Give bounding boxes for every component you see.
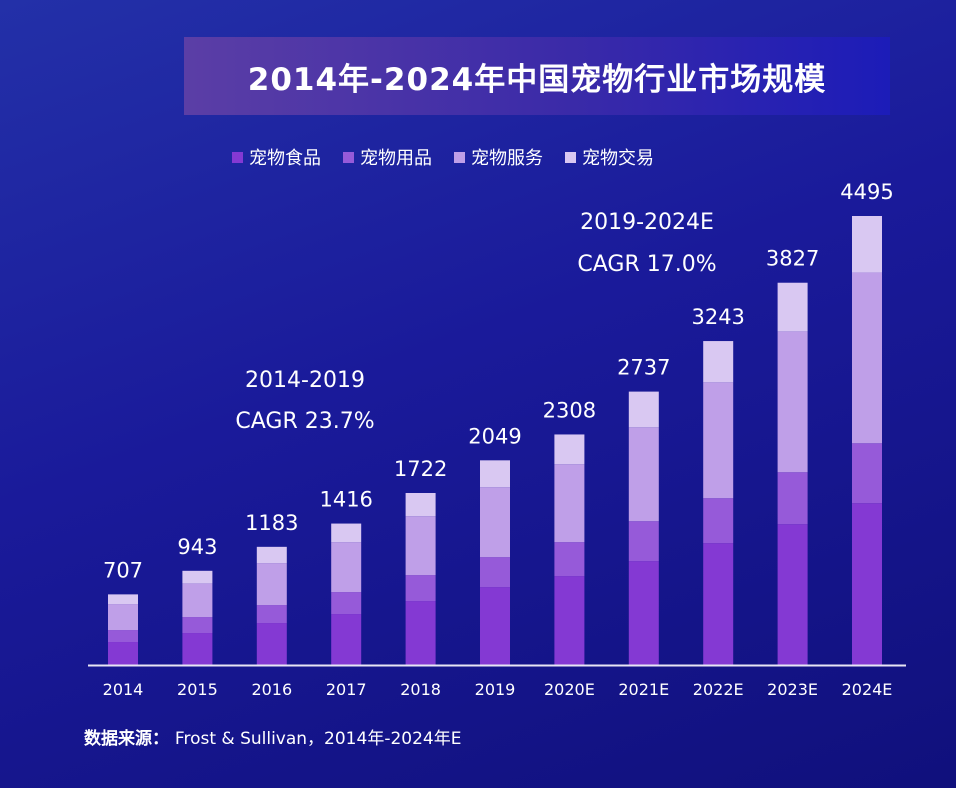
x-tick-label: 2020E [544, 680, 595, 699]
bar-segment-2 [480, 487, 510, 558]
bar-segment-0 [628, 561, 659, 665]
bar-segment-2 [331, 542, 362, 593]
bar-segment-1 [703, 498, 734, 544]
total-label: 943 [177, 535, 217, 559]
annotation-line: 2019-2024E [580, 210, 714, 235]
bar-segment-0 [480, 587, 510, 665]
total-label: 2308 [543, 398, 596, 422]
bar-segment-2 [405, 516, 436, 576]
bar-segment-0 [108, 642, 138, 665]
x-tick-label: 2022E [693, 680, 744, 699]
bar-segment-2 [777, 331, 808, 473]
x-tick-label: 2019 [475, 680, 516, 699]
source-note: 数据来源： Frost & Sullivan，2014年-2024年E [84, 724, 461, 749]
bar-segment-2 [628, 427, 659, 522]
bar-segment-3 [628, 391, 659, 428]
total-label: 4495 [840, 180, 893, 204]
legend-swatch [565, 151, 576, 163]
total-label: 3827 [766, 247, 819, 271]
x-tick-label: 2014 [103, 680, 144, 699]
annotation-line: CAGR 23.7% [235, 409, 374, 434]
bar-segment-0 [703, 543, 734, 665]
bar-segment-3 [852, 216, 882, 273]
bars-group [108, 216, 882, 665]
total-label: 2737 [617, 356, 670, 380]
labels-group: 707 2014 943 2015 1183 2016 1416 2017 1722 2018 20… [103, 180, 894, 699]
legend-item-food: 宠物食品 [232, 144, 321, 170]
legend-item-trade: 宠物交易 [565, 144, 654, 170]
legend-swatch [232, 151, 243, 163]
bar-segment-1 [256, 605, 287, 624]
chart-title: 2014年-2024年中国宠物行业市场规模 [247, 61, 827, 98]
total-label: 3243 [691, 305, 744, 329]
bar-segment-3 [554, 434, 585, 465]
title-box: 2014年-2024年中国宠物行业市场规模 [184, 37, 890, 115]
bar-segment-2 [182, 583, 213, 618]
total-label: 1416 [319, 488, 372, 512]
bar-segment-0 [852, 503, 882, 665]
bar-segment-2 [108, 604, 138, 631]
bar-segment-2 [256, 563, 287, 606]
bar-segment-3 [108, 594, 138, 605]
bar-segment-1 [480, 557, 510, 588]
bar-segment-0 [777, 524, 808, 665]
bar-segment-1 [405, 575, 436, 602]
bar-segment-2 [554, 464, 585, 543]
annotation-line: 2014-2019 [245, 368, 365, 393]
bar-segment-3 [182, 570, 213, 584]
legend: 宠物食品 宠物用品 宠物服务 宠物交易 [232, 144, 654, 170]
annotation-line: CAGR 17.0% [577, 252, 716, 277]
bar-segment-3 [703, 341, 734, 383]
bar-segment-0 [331, 614, 362, 665]
bar-segment-1 [852, 443, 882, 504]
bar-segment-3 [256, 546, 287, 564]
bar-segment-2 [703, 382, 734, 499]
x-tick-label: 2024E [842, 680, 893, 699]
bar-segment-1 [108, 630, 138, 643]
total-label: 1722 [394, 457, 447, 481]
bar-segment-1 [777, 472, 808, 525]
bar-segment-1 [628, 521, 659, 562]
bar-segment-3 [777, 282, 808, 332]
x-tick-label: 2018 [400, 680, 441, 699]
total-label: 707 [103, 558, 143, 582]
legend-label: 宠物服务 [471, 148, 543, 169]
legend-label: 宠物交易 [582, 148, 654, 169]
bar-segment-0 [554, 576, 585, 665]
total-label: 1183 [245, 511, 298, 535]
source-text: Frost & Sullivan，2014年-2024年E [174, 729, 462, 749]
x-tick-label: 2017 [326, 680, 367, 699]
bar-segment-0 [405, 601, 436, 665]
legend-swatch [343, 151, 354, 163]
bar-segment-1 [554, 542, 585, 577]
legend-label: 宠物食品 [249, 148, 321, 169]
x-tick-label: 2015 [177, 680, 218, 699]
x-tick-label: 2023E [767, 680, 818, 699]
bar-segment-1 [182, 617, 213, 634]
bar-segment-0 [182, 633, 213, 665]
legend-swatch [454, 151, 465, 163]
bar-segment-1 [331, 592, 362, 615]
source-label: 数据来源： [84, 729, 169, 749]
bar-segment-3 [480, 460, 510, 488]
bar-segment-3 [405, 492, 436, 517]
legend-item-services: 宠物服务 [454, 144, 543, 170]
legend-item-supplies: 宠物用品 [343, 144, 432, 170]
legend-label: 宠物用品 [360, 148, 432, 169]
x-tick-label: 2016 [251, 680, 292, 699]
x-tick-label: 2021E [618, 680, 669, 699]
bar-segment-2 [852, 272, 882, 444]
bar-segment-0 [256, 623, 287, 665]
bar-segment-3 [331, 523, 362, 543]
total-label: 2049 [468, 424, 521, 448]
